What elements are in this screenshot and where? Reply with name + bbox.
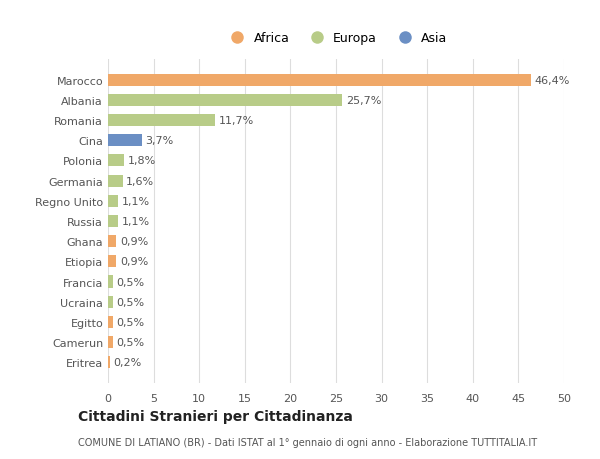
Text: 0,9%: 0,9% [120,257,148,267]
Bar [108,296,113,308]
Text: 0,5%: 0,5% [116,297,145,307]
Text: 25,7%: 25,7% [346,95,382,106]
Text: 11,7%: 11,7% [218,116,254,126]
Text: 0,9%: 0,9% [120,237,148,246]
Bar [108,135,142,147]
Bar [108,115,215,127]
Text: 1,1%: 1,1% [122,196,150,206]
Text: Cittadini Stranieri per Cittadinanza: Cittadini Stranieri per Cittadinanza [78,409,353,423]
Text: 46,4%: 46,4% [535,75,570,85]
Bar [108,215,118,228]
Text: 3,7%: 3,7% [145,136,173,146]
Text: 1,8%: 1,8% [128,156,157,166]
Text: COMUNE DI LATIANO (BR) - Dati ISTAT al 1° gennaio di ogni anno - Elaborazione TU: COMUNE DI LATIANO (BR) - Dati ISTAT al 1… [78,437,537,447]
Bar [108,256,116,268]
Bar [108,276,113,288]
Text: 0,5%: 0,5% [116,317,145,327]
Bar [108,195,118,207]
Bar [108,235,116,248]
Bar [108,336,113,348]
Bar [108,357,110,369]
Bar [108,316,113,328]
Bar [108,74,531,86]
Bar [108,155,124,167]
Text: 1,1%: 1,1% [122,217,150,226]
Legend: Africa, Europa, Asia: Africa, Europa, Asia [220,27,452,50]
Text: 1,6%: 1,6% [126,176,154,186]
Text: 0,5%: 0,5% [116,337,145,347]
Bar [108,95,343,106]
Text: 0,2%: 0,2% [113,358,142,368]
Text: 0,5%: 0,5% [116,277,145,287]
Bar [108,175,122,187]
